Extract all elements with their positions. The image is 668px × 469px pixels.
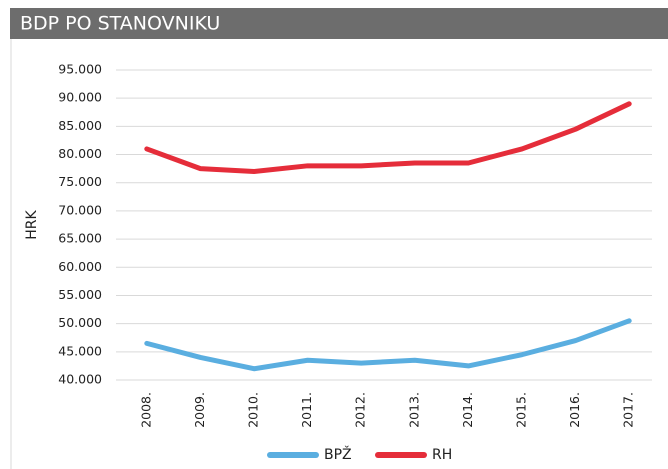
y-tick-label: 70.000 [58, 202, 102, 217]
y-tick-label: 55.000 [58, 287, 102, 302]
y-tick-label: 40.000 [58, 372, 102, 387]
chart-title: BDP PO STANOVNIKU [20, 13, 220, 35]
y-tick-label: 50.000 [58, 315, 102, 330]
x-tick-label: 2016. [567, 392, 582, 428]
title-bar [10, 8, 668, 39]
y-tick-label: 95.000 [58, 62, 102, 77]
y-tick-label: 80.000 [58, 146, 102, 161]
y-tick-label: 60.000 [58, 259, 102, 274]
y-tick-label: 90.000 [58, 90, 102, 105]
y-tick-label: 75.000 [58, 174, 102, 189]
x-tick-label: 2010. [246, 392, 261, 428]
x-tick-label: 2008. [138, 392, 153, 428]
legend-label: BPŽ [324, 445, 352, 463]
legend-label: RH [432, 447, 452, 463]
x-tick-label: 2012. [353, 392, 368, 428]
y-tick-label: 85.000 [58, 118, 102, 133]
line [144, 318, 632, 372]
y-tick-label: 65.000 [58, 231, 102, 246]
x-tick-label: 2011. [299, 392, 314, 428]
x-tick-label: 2013. [406, 392, 421, 428]
x-tick-label: 2017. [621, 392, 636, 428]
y-axis-label: HRK [24, 209, 40, 239]
x-tick-label: 2014. [460, 392, 475, 428]
x-tick-label: 2009. [192, 392, 207, 428]
y-tick-label: 45.000 [58, 343, 102, 358]
x-tick-label: 2015. [514, 392, 529, 428]
line [144, 101, 632, 174]
